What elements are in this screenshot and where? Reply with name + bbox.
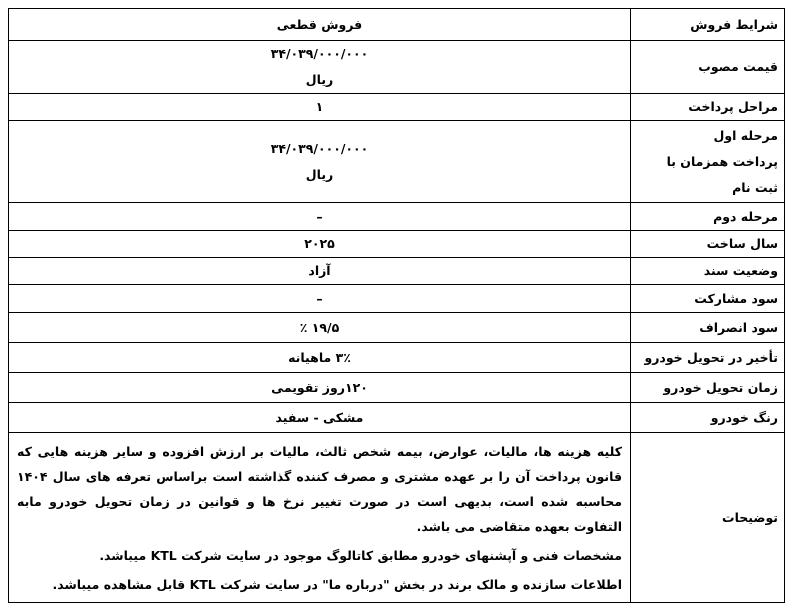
table-row: مرحله اول پرداخت همزمان با ثبت نام ۳۴/۰۳۹/۰…	[8, 120, 785, 203]
value-line: ۳۴/۰۳۹/۰۰۰/۰۰۰	[270, 46, 369, 61]
row-value: مشکی - سفید	[8, 402, 631, 433]
value-line: آزاد	[308, 263, 331, 278]
row-value: –	[8, 202, 631, 231]
row-label: زمان تحویل خودرو	[630, 372, 785, 403]
row-label: سال ساخت	[630, 230, 785, 258]
header-value: فروش قطعی	[8, 8, 631, 41]
header-label: شرایط فروش	[630, 8, 785, 41]
header-row: شرایط فروش فروش قطعی	[8, 8, 785, 41]
row-value: –	[8, 284, 631, 313]
row-label: تأخیر در تحویل خودرو	[630, 342, 785, 373]
note-paragraph: اطلاعات سازنده و مالک برند در بخش "دربار…	[52, 576, 622, 592]
notes-row: توضیحات کلیه هزینه ها، مالیات، عوارض، بیم…	[8, 432, 785, 603]
label-line: وضعیت سند	[703, 263, 778, 278]
label-line: رنگ خودرو	[710, 409, 778, 425]
table-row: سود انصراف ۱۹/۵ ٪	[8, 312, 785, 343]
table-row: مرحله دوم –	[8, 202, 785, 231]
label-line: ثبت نام	[732, 179, 778, 195]
value-line: ۱۲۰روز تقویمی	[271, 379, 368, 395]
row-value: ۱۹/۵ ٪	[8, 312, 631, 343]
label-line: سود مشارکت	[694, 290, 778, 306]
table-row: زمان تحویل خودرو ۱۲۰روز تقویمی	[8, 372, 785, 403]
value-line: ۱	[315, 99, 324, 114]
value-line: ۲۰۲۵	[304, 236, 335, 251]
value-line: ۳۴/۰۳۹/۰۰۰/۰۰۰	[270, 140, 369, 156]
row-label: مرحله دوم	[630, 202, 785, 231]
table-row: تأخیر در تحویل خودرو ۳٪ ماهیانه	[8, 342, 785, 373]
label-line: پرداخت همزمان با	[666, 153, 778, 169]
row-label: قیمت مصوب	[630, 40, 785, 94]
row-value: ۳٪ ماهیانه	[8, 342, 631, 373]
note-paragraph: مشخصات فنی و آپشنهای خودرو مطابق کاتالوگ…	[99, 547, 622, 563]
row-value: ۱۲۰روز تقویمی	[8, 372, 631, 403]
row-label: مرحله اول پرداخت همزمان با ثبت نام	[630, 120, 785, 203]
value-line: ۱۹/۵ ٪	[299, 319, 340, 335]
row-label: رنگ خودرو	[630, 402, 785, 433]
row-label: سود انصراف	[630, 312, 785, 343]
label-line: مراحل پرداخت	[688, 99, 778, 114]
table-row: مراحل پرداخت ۱	[8, 93, 785, 121]
row-value: ۳۴/۰۳۹/۰۰۰/۰۰۰ ریال	[8, 120, 631, 203]
note-paragraph: کلیه هزینه ها، مالیات، عوارض، بیمه شخص ث…	[17, 443, 622, 534]
value-line: ریال	[305, 166, 334, 182]
label-line: سال ساخت	[706, 236, 778, 251]
value-line: –	[316, 290, 323, 306]
sales-conditions-table: شرایط فروش فروش قطعی قیمت مصوب ۳۴/۰۳۹/۰۰۰…	[8, 8, 785, 603]
value-line: ریال	[305, 72, 334, 87]
table-row: رنگ خودرو مشکی - سفید	[8, 402, 785, 433]
row-value: ۱	[8, 93, 631, 121]
row-label: مراحل پرداخت	[630, 93, 785, 121]
row-label: وضعیت سند	[630, 257, 785, 285]
table-row: قیمت مصوب ۳۴/۰۳۹/۰۰۰/۰۰۰ ریال	[8, 40, 785, 94]
notes-label: توضیحات	[630, 432, 785, 603]
row-value: ۳۴/۰۳۹/۰۰۰/۰۰۰ ریال	[8, 40, 631, 94]
label-line: قیمت مصوب	[698, 59, 778, 74]
table-row: سود مشارکت –	[8, 284, 785, 313]
label-line: سود انصراف	[699, 319, 778, 335]
table-body: شرایط فروش فروش قطعی قیمت مصوب ۳۴/۰۳۹/۰۰۰…	[8, 8, 785, 603]
label-line: زمان تحویل خودرو	[663, 379, 778, 395]
value-line: –	[316, 208, 323, 224]
row-value: ۲۰۲۵	[8, 230, 631, 258]
label-line: مرحله اول	[713, 127, 778, 143]
value-line: مشکی - سفید	[275, 409, 364, 425]
table-row: سال ساخت ۲۰۲۵	[8, 230, 785, 258]
label-line: مرحله دوم	[713, 208, 778, 224]
label-line: تأخیر در تحویل خودرو	[644, 349, 778, 365]
table-row: وضعیت سند آزاد	[8, 257, 785, 285]
value-line: ۳٪ ماهیانه	[288, 349, 351, 365]
row-label: سود مشارکت	[630, 284, 785, 313]
notes-text: کلیه هزینه ها، مالیات، عوارض، بیمه شخص ث…	[8, 432, 631, 603]
row-value: آزاد	[8, 257, 631, 285]
